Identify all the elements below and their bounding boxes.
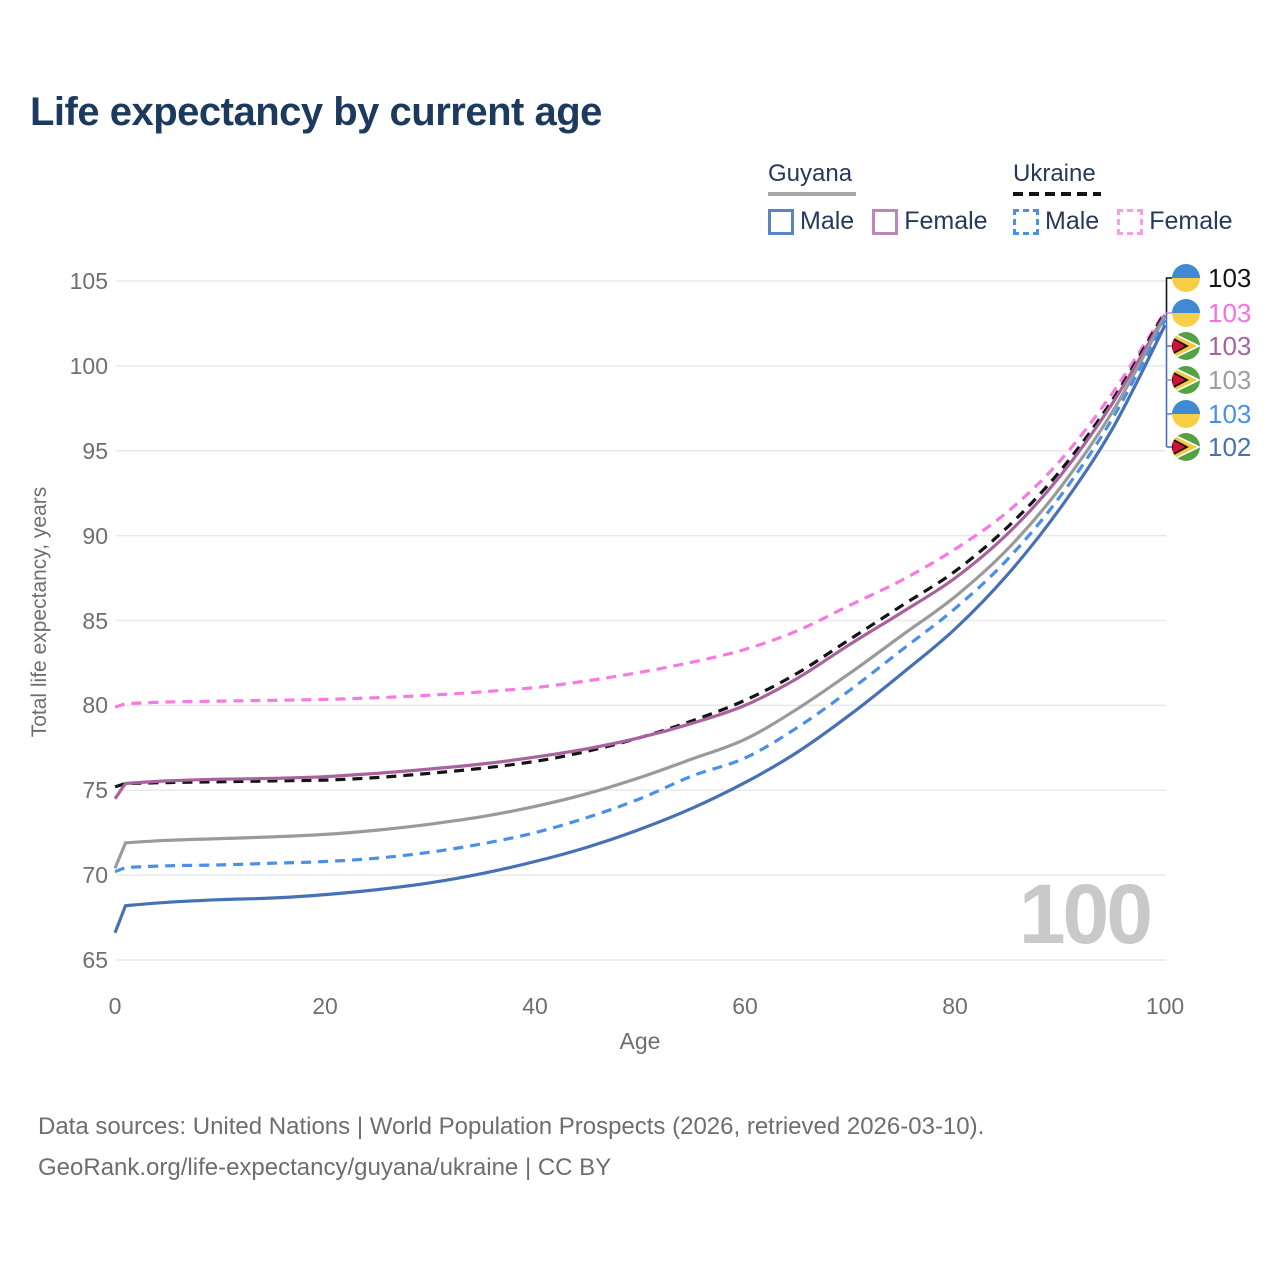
ukraine-female-swatch-icon (1117, 208, 1144, 235)
end-label-value: 103 (1208, 298, 1252, 328)
ukraine-flag-icon (1172, 299, 1200, 327)
guyana-flag-icon (1172, 366, 1200, 394)
line-ukraine-both-sexes[interactable] (114, 311, 1167, 789)
line-guyana-male[interactable] (113, 324, 1167, 934)
end-label-value: 103 (1208, 365, 1252, 395)
x-tick-20: 20 (312, 993, 338, 1019)
end-label-2: 103 (1172, 332, 1251, 360)
ukraine-male-swatch-icon (1013, 208, 1039, 235)
guyana-flag-icon (1172, 332, 1200, 360)
line-guyana-female[interactable] (113, 314, 1167, 800)
footer-line-2: GeoRank.org/life-expectancy/guyana/ukrai… (38, 1154, 612, 1181)
legend-group-ukraine: Ukraine Male Female (1013, 160, 1251, 236)
x-tick-0: 0 (108, 993, 122, 1019)
line-ukraine-male[interactable] (114, 319, 1167, 874)
y-tick-90: 90 (82, 522, 108, 549)
y-tick-105: 105 (69, 268, 108, 294)
legend-group-guyana: Guyana Male Female (768, 160, 1006, 236)
x-axis-title: Age (619, 1028, 661, 1054)
legend-row-ukraine: Male Female (1013, 207, 1251, 236)
end-label-1: 103 (1172, 299, 1251, 327)
legend-row-guyana: Male Female (768, 207, 1006, 236)
guyana-solid-line-icon (768, 192, 856, 196)
end-label-0: 103 (1172, 264, 1251, 292)
y-tick-95: 95 (82, 437, 108, 464)
ukraine-dashed-line-icon (1013, 192, 1101, 196)
guyana-male-swatch-icon (768, 208, 794, 235)
y-tick-65: 65 (82, 947, 108, 973)
y-tick-100: 100 (69, 352, 108, 379)
line-ukraine-female[interactable] (114, 310, 1167, 709)
legend-item-ukraine-female[interactable]: Female (1149, 207, 1233, 235)
guyana-flag-icon (1172, 433, 1200, 461)
chart-title: Life expectancy by current age (30, 90, 602, 134)
end-label-value: 103 (1208, 331, 1252, 361)
legend-item-guyana-male[interactable]: Male (800, 207, 855, 235)
end-label-5: 102 (1172, 433, 1251, 461)
footer-line-1: Data sources: United Nations | World Pop… (38, 1113, 985, 1140)
end-label-4: 103 (1172, 400, 1251, 428)
legend-group-ukraine-label: Ukraine (1013, 160, 1096, 187)
x-tick-40: 40 (522, 993, 548, 1019)
legend-item-ukraine-male[interactable]: Male (1045, 207, 1100, 235)
ukraine-flag-icon (1172, 400, 1200, 428)
end-label-value: 102 (1208, 432, 1252, 462)
ukraine-flag-icon (1172, 264, 1200, 292)
y-tick-75: 75 (82, 777, 108, 804)
end-label-value: 103 (1208, 263, 1252, 293)
guyana-female-swatch-icon (872, 208, 899, 235)
watermark: 100 (1018, 867, 1153, 961)
x-tick-100: 100 (1145, 993, 1185, 1019)
line-guyana-both-sexes[interactable] (113, 315, 1167, 869)
x-tick-80: 80 (942, 993, 968, 1019)
legend-item-guyana-female[interactable]: Female (904, 207, 988, 235)
end-label-3: 103 (1172, 366, 1251, 394)
y-tick-80: 80 (82, 692, 108, 719)
y-tick-85: 85 (82, 607, 108, 634)
legend-group-guyana-label: Guyana (768, 160, 853, 187)
y-tick-70: 70 (82, 862, 108, 889)
x-tick-60: 60 (732, 993, 758, 1019)
footer: Data sources: United Nations | World Pop… (38, 1106, 984, 1188)
end-label-value: 103 (1208, 399, 1252, 429)
